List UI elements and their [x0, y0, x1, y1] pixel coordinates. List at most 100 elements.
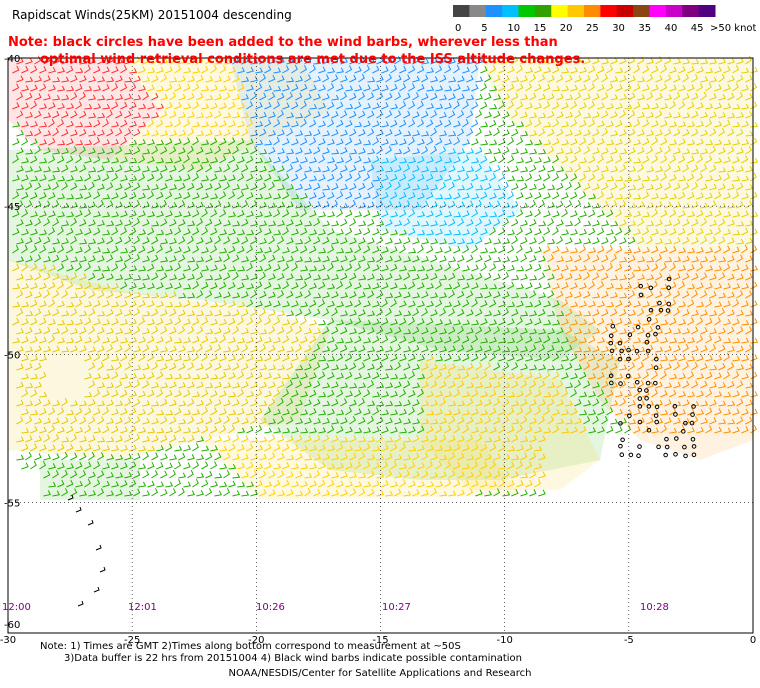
wind-barb	[268, 489, 276, 497]
wind-barb	[727, 128, 735, 137]
wind-barb	[115, 361, 122, 371]
wind-barb	[466, 290, 474, 299]
wind-barb	[367, 380, 375, 389]
wind-barb	[340, 417, 348, 425]
wind-barb	[399, 101, 407, 110]
wind-barb	[232, 183, 240, 191]
wind-barb	[408, 227, 416, 236]
wind-barb	[241, 490, 250, 497]
wind-barb	[417, 354, 425, 362]
wind-barb	[745, 130, 754, 137]
wind-barb	[552, 226, 559, 236]
wind-barb	[21, 283, 29, 290]
wind-barb	[111, 101, 119, 110]
wind-barb	[358, 255, 366, 263]
wind-barb	[39, 300, 47, 308]
wind-barb	[142, 292, 151, 299]
wind-barb	[718, 58, 727, 65]
wind-barb	[327, 300, 335, 308]
wind-barb	[714, 139, 723, 146]
wind-barb	[394, 401, 403, 407]
wind-barb	[286, 471, 294, 479]
wind-barb	[453, 443, 461, 452]
wind-barb	[714, 283, 722, 290]
wind-barb	[277, 148, 285, 155]
wind-barb	[565, 400, 574, 407]
wind-barb	[268, 470, 276, 479]
wind-barb	[619, 328, 628, 335]
wind-barb	[66, 155, 74, 164]
wind-barb	[264, 300, 272, 308]
wind-barb	[615, 283, 624, 290]
wind-barb	[390, 318, 398, 326]
colorbar-swatch	[682, 5, 700, 17]
wind-barb	[124, 291, 132, 299]
wind-barb	[367, 182, 375, 191]
wind-barb	[178, 147, 186, 155]
wind-barb	[534, 139, 543, 146]
wind-barb	[552, 371, 560, 380]
wind-barb	[237, 191, 245, 200]
contamination-circle	[682, 444, 687, 450]
wind-barb	[340, 471, 348, 479]
wind-barb	[210, 354, 218, 362]
wind-barb	[660, 155, 668, 164]
wind-barb	[520, 111, 528, 119]
wind-barb	[318, 264, 326, 272]
wind-barb	[628, 184, 637, 191]
wind-barb	[457, 148, 466, 155]
contamination-circle	[666, 301, 672, 307]
wind-barb	[111, 283, 119, 290]
wind-barb	[381, 373, 390, 380]
wind-barb	[556, 399, 564, 407]
wind-barb	[16, 75, 24, 83]
wind-barb	[534, 479, 542, 488]
wind-barb	[34, 166, 42, 173]
wind-barb	[160, 416, 168, 425]
wind-barb	[696, 192, 704, 200]
wind-barb	[241, 453, 249, 461]
wind-barb	[25, 435, 33, 443]
wind-barb	[687, 155, 695, 164]
wind-barb	[610, 94, 619, 101]
wind-barb	[309, 137, 317, 146]
wind-barb	[700, 272, 708, 281]
wind-barb	[151, 417, 159, 425]
wind-barb	[300, 409, 309, 416]
wind-barb	[745, 200, 753, 209]
wind-barb	[547, 328, 555, 335]
wind-barb	[646, 290, 654, 299]
wind-barb	[61, 451, 68, 461]
wind-barb	[205, 274, 214, 281]
wind-barb	[664, 94, 673, 101]
wind-barb	[381, 353, 389, 362]
wind-barb	[633, 210, 641, 218]
wind-barb	[250, 76, 258, 83]
wind-barb	[111, 371, 119, 380]
wind-barb	[642, 65, 650, 74]
wind-barb	[417, 481, 425, 488]
wind-barb	[124, 490, 133, 497]
wind-barb	[462, 229, 470, 236]
wind-barb	[75, 193, 84, 200]
wind-barb	[79, 128, 87, 137]
wind-barb	[309, 192, 317, 200]
wind-barb	[502, 146, 510, 155]
wind-barb	[579, 120, 587, 128]
wind-barb	[48, 66, 56, 74]
wind-barb	[133, 326, 141, 335]
wind-barb	[264, 353, 272, 362]
wind-barb	[331, 273, 339, 281]
wind-barb	[426, 85, 435, 92]
wind-barb	[34, 218, 42, 227]
wind-barb	[687, 84, 695, 92]
wind-barb	[300, 118, 307, 128]
wind-barb	[228, 300, 236, 308]
wind-barb	[394, 220, 403, 227]
wind-barb	[273, 336, 281, 344]
wind-barb	[417, 318, 425, 326]
wind-barb	[219, 445, 228, 452]
wind-barb	[376, 110, 384, 119]
wind-barb	[70, 165, 78, 173]
wind-barb	[421, 58, 430, 65]
